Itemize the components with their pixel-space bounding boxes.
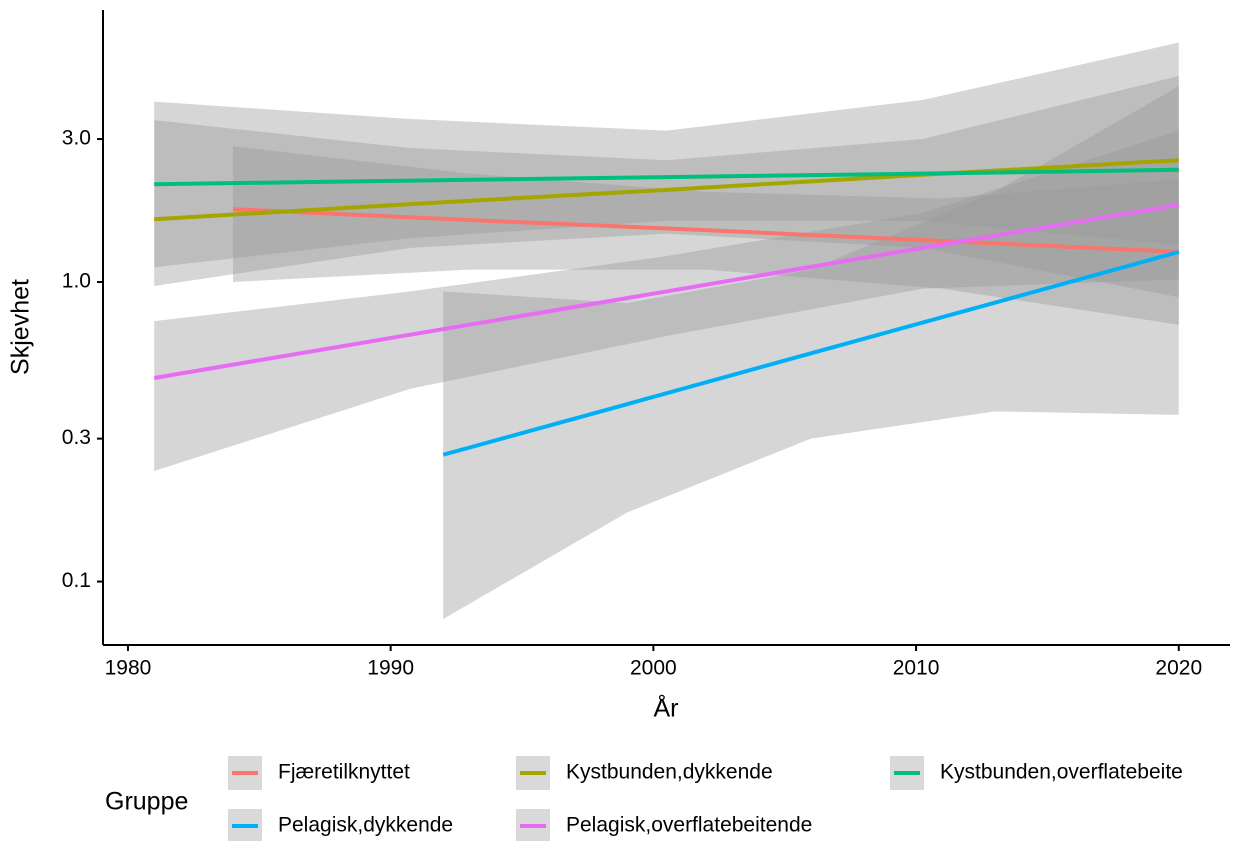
legend-label: Pelagisk,dykkende <box>278 814 453 837</box>
legend-title: Gruppe <box>105 788 188 816</box>
y-tick-label: 0.1 <box>62 569 91 592</box>
y-axis-title: Skjevhet <box>7 279 35 375</box>
confidence-ribbon <box>154 76 1179 268</box>
legend-label: Kystbunden,dykkende <box>566 761 773 784</box>
x-tick-label: 1990 <box>367 657 414 680</box>
confidence-ribbon <box>154 42 1179 298</box>
trend-line <box>442 249 1180 457</box>
y-tick-label: 0.3 <box>62 426 91 449</box>
trend-line <box>154 158 1179 222</box>
x-axis-title: År <box>654 693 679 723</box>
confidence-ribbon <box>233 146 1179 325</box>
x-tick-label: 2020 <box>1155 657 1202 680</box>
legend-label: Kystbunden,overflatebeite <box>940 761 1183 784</box>
y-tick-label: 3.0 <box>62 127 91 150</box>
trend-line <box>153 202 1180 380</box>
legend-label: Fjæretilknyttet <box>278 761 410 784</box>
x-tick-label: 1980 <box>105 657 152 680</box>
confidence-ribbon <box>154 130 1179 471</box>
x-tick-label: 2000 <box>630 657 677 680</box>
plot-area <box>153 42 1180 619</box>
trend-line <box>154 167 1179 187</box>
trend-line <box>232 207 1179 254</box>
y-tick-label: 1.0 <box>62 270 91 293</box>
legend-label: Pelagisk,overflatebeitende <box>566 814 812 837</box>
x-tick-label: 2010 <box>893 657 940 680</box>
